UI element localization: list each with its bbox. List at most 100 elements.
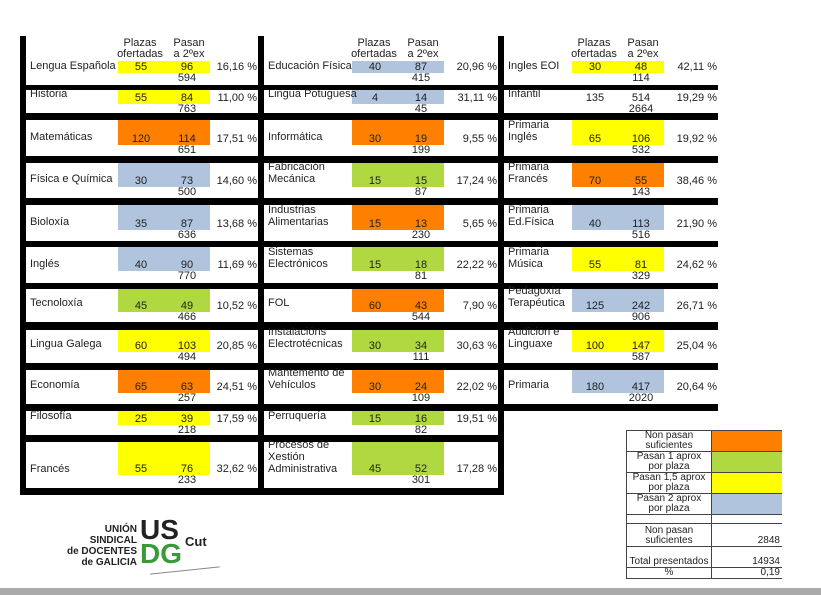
- subject-label: Industrias Alimentarias: [268, 204, 329, 228]
- color-cell: [572, 247, 664, 271]
- pasan-value: 18: [414, 259, 428, 271]
- plazas-value: 15: [368, 259, 382, 271]
- table-row: Pedagoxía Terapéutica 125 242 26,71 % 906: [504, 285, 718, 323]
- table-row: Industrias Alimentarias 15 13 5,65 % 230: [264, 204, 498, 241]
- summary-label: Non pasan suficientes: [626, 523, 712, 547]
- color-cell: [352, 330, 444, 352]
- table-row: Primaria 180 417 20,64 % 2020: [504, 370, 718, 404]
- color-cell: [352, 411, 444, 425]
- plazas-value: 15: [368, 218, 382, 230]
- plazas-value: 15: [368, 175, 382, 187]
- footer-bar: [0, 588, 821, 595]
- table-row: Lingua Galega 60 103 20,85 % 494: [26, 330, 258, 363]
- table-row: Instalacións Electrotécnicas 30 34 30,63 % 1…: [264, 326, 498, 363]
- legend-row: Pasan 1 aprox por plaza: [626, 451, 782, 473]
- table-row: Tecnoloxía 45 49 10,52 % 466: [26, 289, 258, 323]
- percent-value: 19,92 %: [676, 133, 717, 145]
- table-row: Procesos de Xestión Administrativa 45 52 17…: [264, 439, 498, 488]
- subject-label: Inglés: [30, 258, 60, 270]
- pasan-value: 43: [414, 300, 428, 312]
- pasan-value: 87: [180, 218, 194, 230]
- summary-row: % 0,19: [626, 567, 782, 579]
- percent-value: 31,11 %: [457, 92, 497, 104]
- legend-swatch: [711, 430, 782, 452]
- pasan-value: 34: [414, 340, 428, 352]
- percent-value: 22,02 %: [456, 381, 497, 393]
- percent-value: 20,64 %: [676, 381, 717, 393]
- header-pasan: Pasan a 2ºex: [173, 37, 205, 60]
- plazas-value: 35: [134, 218, 148, 230]
- plazas-value: 70: [588, 175, 602, 187]
- subject-label: FOL: [268, 297, 290, 309]
- subject-label: Primaria Música: [508, 246, 549, 270]
- percent-value: 20,96 %: [456, 61, 497, 73]
- percent-value: 10,52 %: [216, 300, 257, 312]
- table-row: Mantemento de Vehículos 30 24 22,02 % 109: [264, 367, 498, 404]
- plazas-value: 30: [134, 175, 148, 187]
- pasan-value: 96: [180, 61, 194, 73]
- header-pasan: Pasan a 2ºex: [407, 37, 439, 60]
- presented-total: 415: [411, 72, 431, 84]
- table-row: FOL 60 43 7,90 % 544: [264, 289, 498, 323]
- color-cell: [352, 205, 444, 230]
- legend-label: Pasan 1,5 aprox por plaza: [626, 472, 712, 494]
- presented-total: 199: [411, 144, 431, 156]
- color-cell: [118, 205, 210, 230]
- color-cell: [352, 370, 444, 393]
- color-cell: [118, 370, 210, 393]
- color-cell: [118, 61, 210, 73]
- plazas-value: 4: [371, 92, 379, 104]
- pasan-value: 55: [634, 175, 648, 187]
- color-cell: [118, 90, 210, 104]
- percent-value: 7,90 %: [462, 300, 497, 312]
- plazas-value: 55: [134, 463, 148, 475]
- percent-value: 30,63 %: [456, 340, 497, 352]
- pasan-value: 114: [178, 133, 196, 145]
- subject-label: Infantil: [508, 88, 541, 100]
- subject-label: Audición e Linguaxe: [508, 326, 560, 350]
- plazas-value: 100: [585, 340, 605, 352]
- header-plazas: Plazas ofertadas: [351, 37, 397, 60]
- plazas-value: 40: [588, 218, 602, 230]
- presented-total: 257: [177, 392, 197, 404]
- color-cell: [118, 289, 210, 312]
- subject-label: Lingua Galega: [30, 338, 102, 350]
- pasan-value: 39: [180, 413, 194, 425]
- presented-total: 111: [412, 351, 430, 363]
- subject-label: Francés: [30, 463, 70, 475]
- subject-label: Economía: [30, 379, 80, 391]
- presented-total: 494: [177, 351, 197, 363]
- presented-total: 500: [177, 186, 197, 198]
- plazas-value: 65: [134, 381, 148, 393]
- table-row: Fabricación Mecánica 15 15 17,24 % 87: [264, 161, 498, 198]
- subject-label: Informática: [268, 131, 323, 143]
- table-row: Lingua Potuguesa 4 14 31,11 % 45: [264, 88, 498, 115]
- pasan-value: 16: [414, 413, 428, 425]
- summary-label: Total presentados: [626, 546, 712, 568]
- presented-total: 81: [414, 270, 428, 282]
- plazas-value: 125: [585, 300, 605, 312]
- percent-value: 17,51 %: [216, 133, 257, 145]
- presented-total: 218: [177, 424, 197, 436]
- percent-value: 25,04 %: [676, 340, 717, 352]
- color-cell: [352, 61, 444, 73]
- percent-value: 11,69 %: [217, 259, 257, 271]
- percent-value: 9,55 %: [462, 133, 497, 145]
- legend-label: Pasan 2 aprox por plaza: [626, 493, 712, 515]
- percent-value: 42,11 %: [677, 61, 717, 73]
- table-block: Plazas ofertadas Pasan a 2ºex Educación Fí…: [258, 36, 504, 495]
- pasan-value: 15: [414, 175, 428, 187]
- plazas-value: 180: [585, 381, 605, 393]
- plazas-value: 55: [134, 61, 148, 73]
- legend-swatch: [711, 493, 782, 515]
- legend-swatch: [711, 472, 782, 494]
- plazas-value: 40: [368, 61, 382, 73]
- summary-value: 0,19: [711, 567, 782, 579]
- legend-label: Non pasan suficientes: [626, 430, 712, 452]
- subject-label: Filosofía: [30, 410, 72, 422]
- summary-value: 2848: [711, 523, 782, 547]
- percent-value: 19,51 %: [456, 413, 497, 425]
- summary-value: 14934: [711, 546, 782, 568]
- color-cell: [118, 411, 210, 425]
- plazas-value: 30: [368, 381, 382, 393]
